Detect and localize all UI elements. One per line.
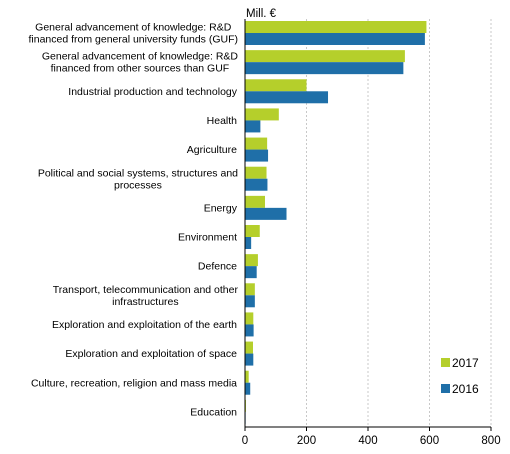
category-label: Industrial production and technology (68, 86, 237, 98)
x-tick-label: 0 (242, 435, 248, 447)
x-axis: 0 200 400 600 800 (242, 19, 501, 447)
category-label: Exploration and exploitation of the eart… (52, 319, 237, 331)
category-label: Education (190, 406, 237, 418)
bar-2016 (245, 382, 251, 395)
category-label: Culture, recreation, religion and mass m… (31, 377, 237, 389)
bar-2017 (245, 137, 268, 150)
category-label: Defence (198, 261, 237, 273)
bar-2017 (245, 79, 307, 92)
category-label: Political and social systems, structures… (38, 167, 238, 191)
category-label: General advancement of knowledge: R&D fin… (42, 51, 239, 75)
bar-2017 (245, 254, 258, 267)
bar-2017 (245, 225, 260, 237)
category-label: Health (207, 115, 238, 127)
bar-2016 (245, 237, 252, 249)
bars (245, 21, 427, 424)
bar-2017 (245, 195, 265, 208)
legend-swatch-2017 (441, 358, 450, 367)
category-label: Agriculture (187, 144, 237, 156)
bar-2017 (245, 341, 253, 354)
bar-2017 (245, 283, 255, 296)
bar-2017 (245, 370, 249, 383)
legend-label-2017: 2017 (452, 356, 479, 370)
bar-2016 (245, 62, 404, 75)
bar-2016 (245, 324, 254, 337)
category-label: Environment (178, 232, 237, 244)
x-tick-label: 600 (420, 435, 439, 447)
bar-2017 (245, 50, 405, 63)
bar-2016 (245, 353, 254, 366)
x-tick-label: 200 (297, 435, 316, 447)
bar-2017 (245, 108, 279, 121)
bar-2016 (245, 178, 268, 191)
category-label: Energy (204, 202, 238, 214)
x-tick-label: 800 (481, 435, 500, 447)
legend-label-2016: 2016 (452, 382, 479, 396)
bar-2017 (245, 166, 267, 179)
bar-2016 (245, 266, 257, 279)
category-label: Exploration and exploitation of space (65, 348, 237, 360)
unit-label: Mill. € (246, 8, 277, 20)
bar-2016 (245, 120, 261, 133)
bar-2016 (245, 33, 425, 45)
bar-2017 (245, 312, 254, 325)
bar-2016 (245, 91, 329, 104)
bar-2017 (245, 21, 427, 33)
category-label: Transport, telecommunication and other in… (53, 284, 239, 308)
grid-lines (306, 19, 492, 427)
bar-2016 (245, 207, 287, 220)
bar-2016 (245, 149, 269, 162)
legend: 2017 2016 (441, 356, 479, 396)
bar-2016 (245, 295, 255, 308)
category-label: General advancement of knowledge: R&D fin… (28, 22, 238, 46)
x-tick-label: 400 (358, 435, 377, 447)
legend-swatch-2016 (441, 384, 450, 393)
category-labels: General advancement of knowledge: R&D fin… (28, 22, 238, 419)
